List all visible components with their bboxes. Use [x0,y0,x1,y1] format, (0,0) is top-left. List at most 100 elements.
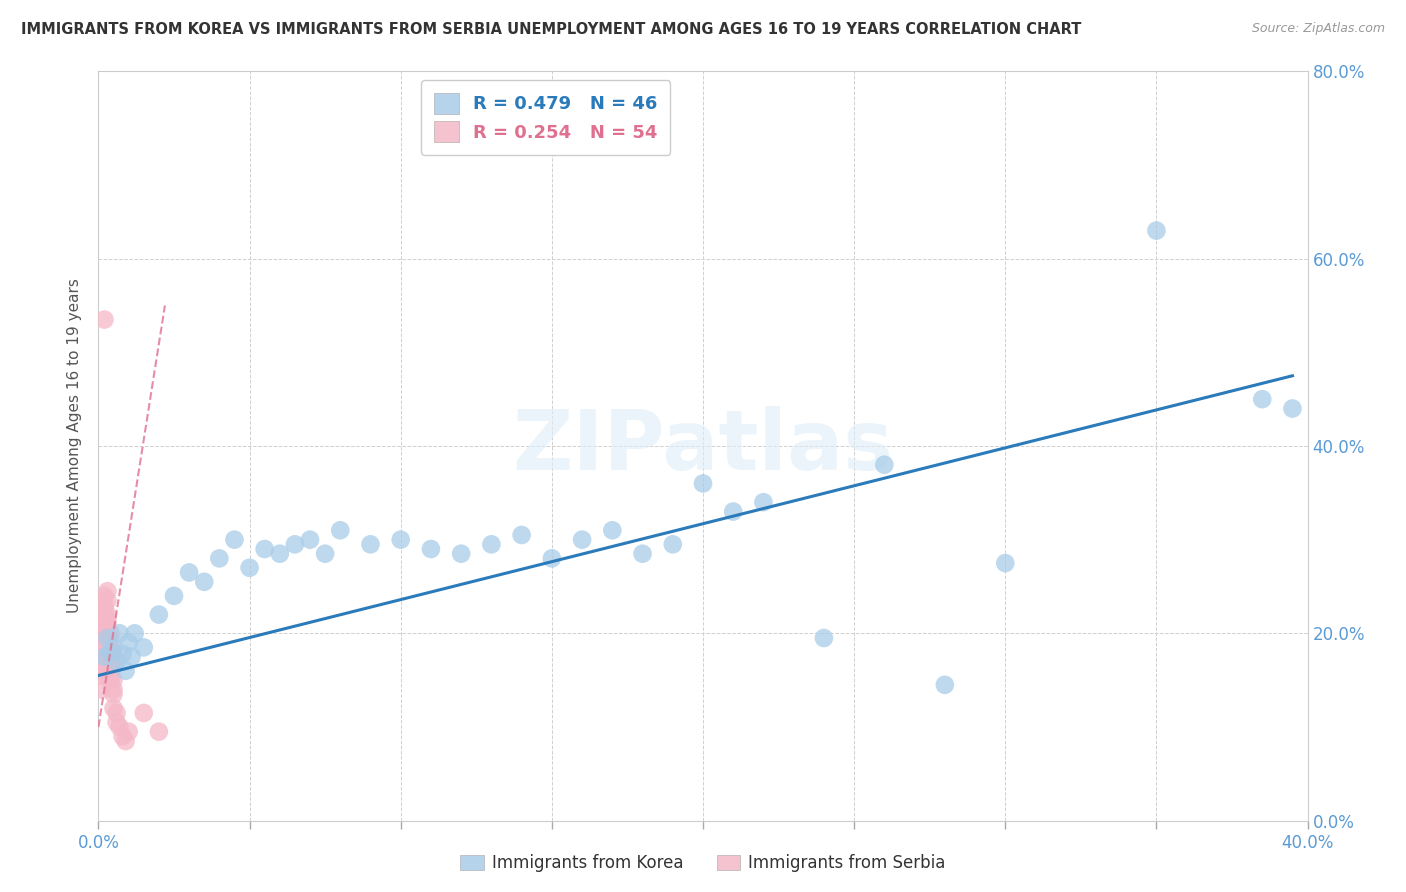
Point [103,673,125,688]
Point [571,533,593,547]
Point [93,640,115,655]
Point [100,673,122,688]
Point [299,533,322,547]
Point [1251,392,1274,407]
Point [105,715,128,730]
Point [132,640,155,655]
Point [90,635,112,649]
Legend: Immigrants from Korea, Immigrants from Serbia: Immigrants from Korea, Immigrants from S… [451,846,955,880]
Point [752,495,775,509]
Point [631,547,654,561]
Point [90,682,112,697]
Point [148,607,170,622]
Point [873,458,896,472]
Point [208,551,231,566]
Point [93,649,115,664]
Point [103,659,125,673]
Point [90,640,112,655]
Point [510,528,533,542]
Point [93,635,115,649]
Point [93,589,115,603]
Point [96,584,118,599]
Point [121,649,143,664]
Point [100,668,122,682]
Point [96,631,118,645]
Point [420,542,443,557]
Point [114,734,136,748]
Point [148,724,170,739]
Point [93,617,115,632]
Point [100,655,122,669]
Point [96,645,118,659]
Y-axis label: Unemployment Among Ages 16 to 19 years: Unemployment Among Ages 16 to 19 years [67,278,83,614]
Point [105,655,128,669]
Point [100,659,122,673]
Point [163,589,186,603]
Point [389,533,412,547]
Point [661,537,683,551]
Point [105,706,128,720]
Point [100,649,122,664]
Point [103,701,125,715]
Point [90,668,112,682]
Point [90,631,112,645]
Point [329,524,352,538]
Text: ZIPatlas: ZIPatlas [513,406,893,486]
Point [239,561,262,575]
Point [103,682,125,697]
Point [96,635,118,649]
Point [269,547,291,561]
Point [96,612,118,626]
Point [108,626,131,640]
Point [93,599,115,613]
Point [96,617,118,632]
Point [193,574,215,589]
Point [90,664,112,678]
Point [1144,223,1167,237]
Point [96,607,118,622]
Point [100,645,122,659]
Point [118,724,141,739]
Point [994,556,1017,570]
Point [100,659,122,673]
Point [481,537,503,551]
Point [93,612,115,626]
Point [253,542,276,557]
Point [90,659,112,673]
Point [118,635,141,649]
Point [100,640,122,655]
Point [723,505,745,519]
Point [93,626,115,640]
Point [1281,401,1303,416]
Point [934,678,956,692]
Point [96,631,118,645]
Point [103,645,125,659]
Point [124,626,146,640]
Point [179,566,201,580]
Point [108,720,131,734]
Legend: R = 0.479   N = 46, R = 0.254   N = 54: R = 0.479 N = 46, R = 0.254 N = 54 [422,80,671,154]
Point [450,547,472,561]
Point [96,631,118,645]
Point [96,626,118,640]
Point [602,524,624,538]
Point [540,551,562,566]
Point [93,603,115,617]
Point [132,706,155,720]
Point [111,730,134,744]
Point [93,631,115,645]
Point [111,647,134,661]
Point [93,312,115,326]
Point [100,631,122,645]
Point [103,687,125,701]
Text: IMMIGRANTS FROM KOREA VS IMMIGRANTS FROM SERBIA UNEMPLOYMENT AMONG AGES 16 TO 19: IMMIGRANTS FROM KOREA VS IMMIGRANTS FROM… [21,22,1081,37]
Point [314,547,336,561]
Point [224,533,246,547]
Point [813,631,835,645]
Point [360,537,382,551]
Point [93,649,115,664]
Point [90,649,112,664]
Point [114,664,136,678]
Text: Source: ZipAtlas.com: Source: ZipAtlas.com [1251,22,1385,36]
Point [96,593,118,607]
